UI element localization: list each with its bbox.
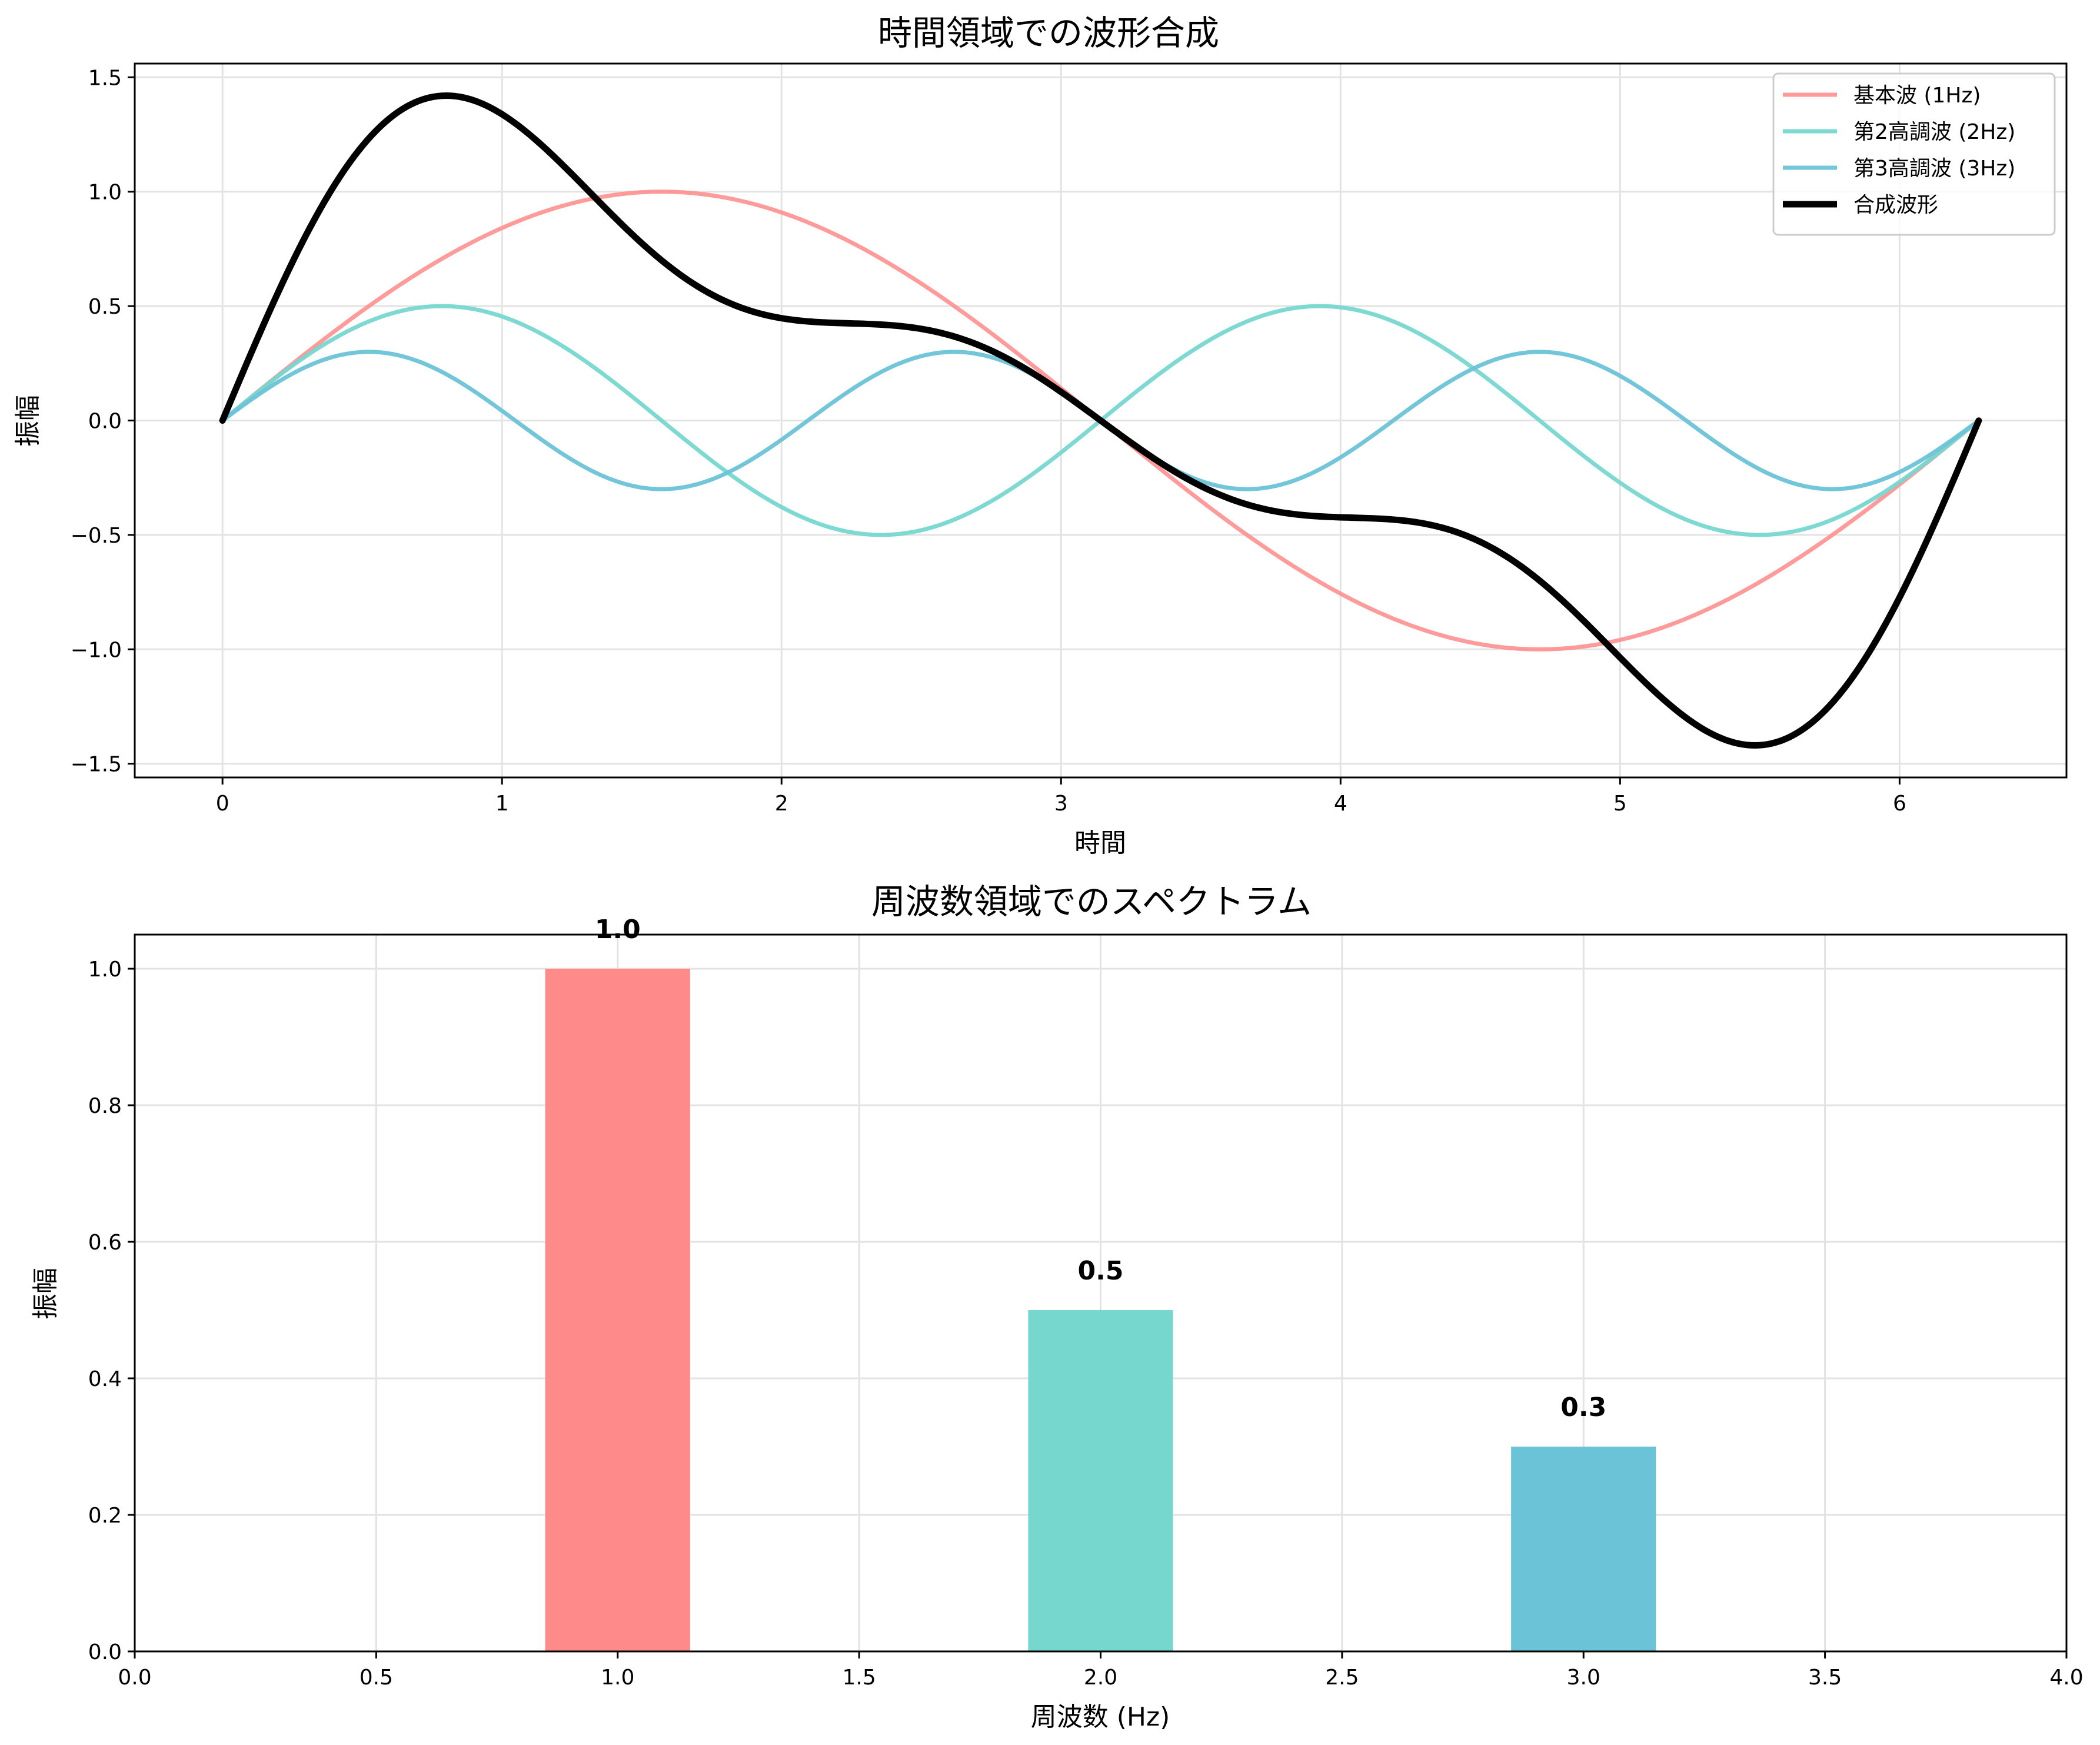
x-tick-label: 5 <box>1613 792 1627 816</box>
x-tick-label: 3.0 <box>1567 1666 1600 1690</box>
y-tick-label: −0.5 <box>71 524 122 548</box>
y-tick-label: 0.6 <box>88 1231 122 1255</box>
legend-label: 第3高調波 (3Hz) <box>1853 157 2015 181</box>
y-tick-label: 1.0 <box>88 181 122 205</box>
y-tick-label: 1.5 <box>88 66 122 90</box>
legend-label: 基本波 (1Hz) <box>1853 84 1981 108</box>
time-domain-title: 時間領域での波形合成 <box>878 13 1219 53</box>
time-domain-chart: 時間領域での波形合成 0 1 2 3 4 5 6 −1.5 −1.0 −0.5 0.0 0.5 1.0… <box>13 13 2068 858</box>
x-tick-label: 1 <box>495 792 509 816</box>
bar-value-label: 0.5 <box>1078 1256 1124 1286</box>
frequency-domain-y-ticks: 0.0 0.2 0.4 0.6 0.8 1.0 <box>88 958 135 1664</box>
frequency-domain-x-ticks: 0.0 0.5 1.0 1.5 2.0 2.5 3.0 3.5 4.0 <box>118 1651 2084 1690</box>
spectrum-bar-1hz <box>545 969 690 1651</box>
frequency-domain-y-axis-label: 振幅 <box>31 1268 61 1319</box>
x-tick-label: 3 <box>1054 792 1068 816</box>
frequency-domain-title: 周波数領域でのスペクトラム <box>871 882 1312 922</box>
series-line-4 <box>219 92 1982 749</box>
frequency-domain-bars: 1.0 0.5 0.3 <box>545 915 1656 1651</box>
time-domain-y-ticks: −1.5 −1.0 −0.5 0.0 0.5 1.0 1.5 <box>71 66 135 777</box>
y-tick-label: −1.5 <box>71 753 122 777</box>
x-tick-label: 2.5 <box>1325 1666 1359 1690</box>
y-tick-label: 1.0 <box>88 958 122 982</box>
y-tick-label: 0.4 <box>88 1367 122 1391</box>
x-tick-label: 2 <box>775 792 788 816</box>
bar-value-label: 0.3 <box>1560 1392 1606 1422</box>
legend-label: 第2高調波 (2Hz) <box>1853 120 2015 144</box>
y-tick-label: 0.0 <box>88 410 122 434</box>
time-domain-x-axis-label: 時間 <box>1074 828 1126 858</box>
y-tick-label: 0.2 <box>88 1504 122 1528</box>
frequency-domain-x-axis-label: 周波数 (Hz) <box>1031 1702 1170 1732</box>
spectrum-bar-2hz <box>1028 1310 1173 1651</box>
x-tick-label: 6 <box>1893 792 1906 816</box>
x-tick-label: 0 <box>216 792 229 816</box>
x-tick-label: 4.0 <box>2049 1666 2083 1690</box>
x-tick-label: 0.5 <box>360 1666 393 1690</box>
y-tick-label: 0.5 <box>88 295 122 319</box>
bar-value-label: 1.0 <box>595 915 641 945</box>
frequency-domain-chart: 周波数領域でのスペクトラム 1.0 0.5 0.3 0.0 0.5 1.0 1.5 2.0 2… <box>31 882 2084 1732</box>
x-tick-label: 3.5 <box>1808 1666 1842 1690</box>
y-tick-label: 0.8 <box>88 1094 122 1118</box>
legend-items: 基本波 (1Hz) 第2高調波 (2Hz) 第3高調波 (3Hz) 合成波形 <box>1783 84 2015 217</box>
x-tick-label: 2.0 <box>1084 1666 1117 1690</box>
time-domain-series <box>219 92 1982 749</box>
x-tick-label: 0.0 <box>118 1666 151 1690</box>
time-domain-legend: 基本波 (1Hz) 第2高調波 (2Hz) 第3高調波 (3Hz) 合成波形 <box>1772 72 2056 236</box>
y-tick-label: −1.0 <box>71 638 122 662</box>
legend-label: 合成波形 <box>1853 193 1938 217</box>
time-domain-x-ticks: 0 1 2 3 4 5 6 <box>216 777 1906 816</box>
x-tick-label: 4 <box>1334 792 1347 816</box>
y-tick-label: 0.0 <box>88 1640 122 1664</box>
x-tick-label: 1.5 <box>842 1666 876 1690</box>
legend-frame <box>1772 72 2056 236</box>
time-domain-y-axis-label: 振幅 <box>13 395 43 447</box>
spectrum-bar-3hz <box>1511 1447 1656 1651</box>
x-tick-label: 1.0 <box>601 1666 634 1690</box>
